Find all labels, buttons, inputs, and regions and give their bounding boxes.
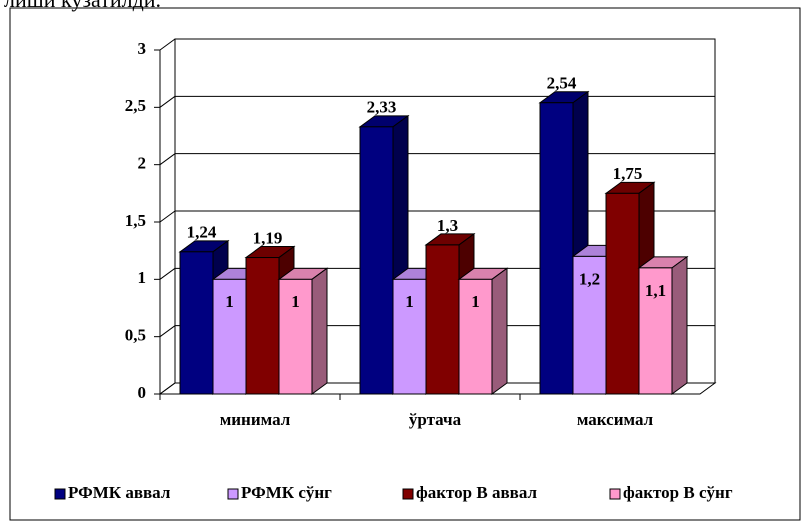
y-tick-label: 1	[138, 268, 147, 287]
value-label: 1,2	[579, 269, 600, 288]
grid-line-side	[159, 95, 176, 108]
legend-swatch	[54, 488, 66, 500]
y-tick-label: 2	[138, 154, 147, 173]
grid-line-side	[159, 210, 176, 223]
x-tick-label: ўртача	[409, 410, 462, 429]
value-label: 1,19	[253, 228, 283, 247]
value-label: 1	[291, 292, 300, 311]
grid-line-side	[159, 267, 176, 280]
y-tick-label: 0,5	[125, 326, 146, 345]
chart-frame	[9, 7, 801, 521]
legend-label: РФМК аввал	[68, 483, 171, 502]
bar-front	[605, 192, 640, 395]
bar-side	[491, 267, 508, 395]
bar	[637, 255, 689, 395]
legend-swatch	[227, 488, 239, 500]
value-label: 1	[225, 292, 234, 311]
y-tick-label: 2,5	[125, 96, 146, 115]
bar	[277, 267, 329, 395]
caption: лиши кузатилди.	[4, 0, 161, 12]
bar-front	[425, 244, 460, 395]
bar-front	[392, 278, 427, 395]
x-tick-label: минимал	[220, 410, 291, 429]
value-label: 1	[471, 292, 480, 311]
grid-line-side	[159, 38, 176, 51]
value-label: 1,75	[613, 164, 643, 183]
y-tick-label: 1,5	[125, 211, 146, 230]
bar-front	[359, 126, 394, 395]
value-label: 2,54	[547, 74, 577, 93]
value-label: 1	[405, 292, 414, 311]
bar-front	[212, 278, 247, 395]
bar-front	[638, 267, 673, 395]
bar-side	[671, 255, 688, 395]
legend-label: РФМК сўнг	[241, 483, 332, 502]
bar-front	[539, 102, 574, 395]
x-tick-label: максимал	[577, 410, 654, 429]
legend-label: фактор В сўнг	[623, 483, 733, 502]
bar-side	[311, 267, 328, 395]
y-tick-label: 3	[138, 39, 147, 58]
legend-swatch	[402, 488, 414, 500]
value-label: 1,1	[645, 281, 666, 300]
legend-label: фактор В аввал	[416, 483, 537, 502]
value-label: 1,24	[187, 223, 217, 242]
grid-line-side	[159, 325, 176, 338]
bar-front	[458, 278, 493, 395]
bar	[457, 267, 509, 395]
grid-line-side	[159, 153, 176, 166]
value-label: 1,3	[437, 216, 458, 235]
bar-front	[278, 278, 313, 395]
value-label: 2,33	[367, 98, 397, 117]
legend-swatch	[609, 488, 621, 500]
y-tick-label: 0	[138, 383, 147, 402]
bar-front	[245, 257, 280, 395]
grid-line-side	[159, 382, 176, 395]
bar-front	[179, 251, 214, 395]
bar-front	[572, 255, 607, 395]
